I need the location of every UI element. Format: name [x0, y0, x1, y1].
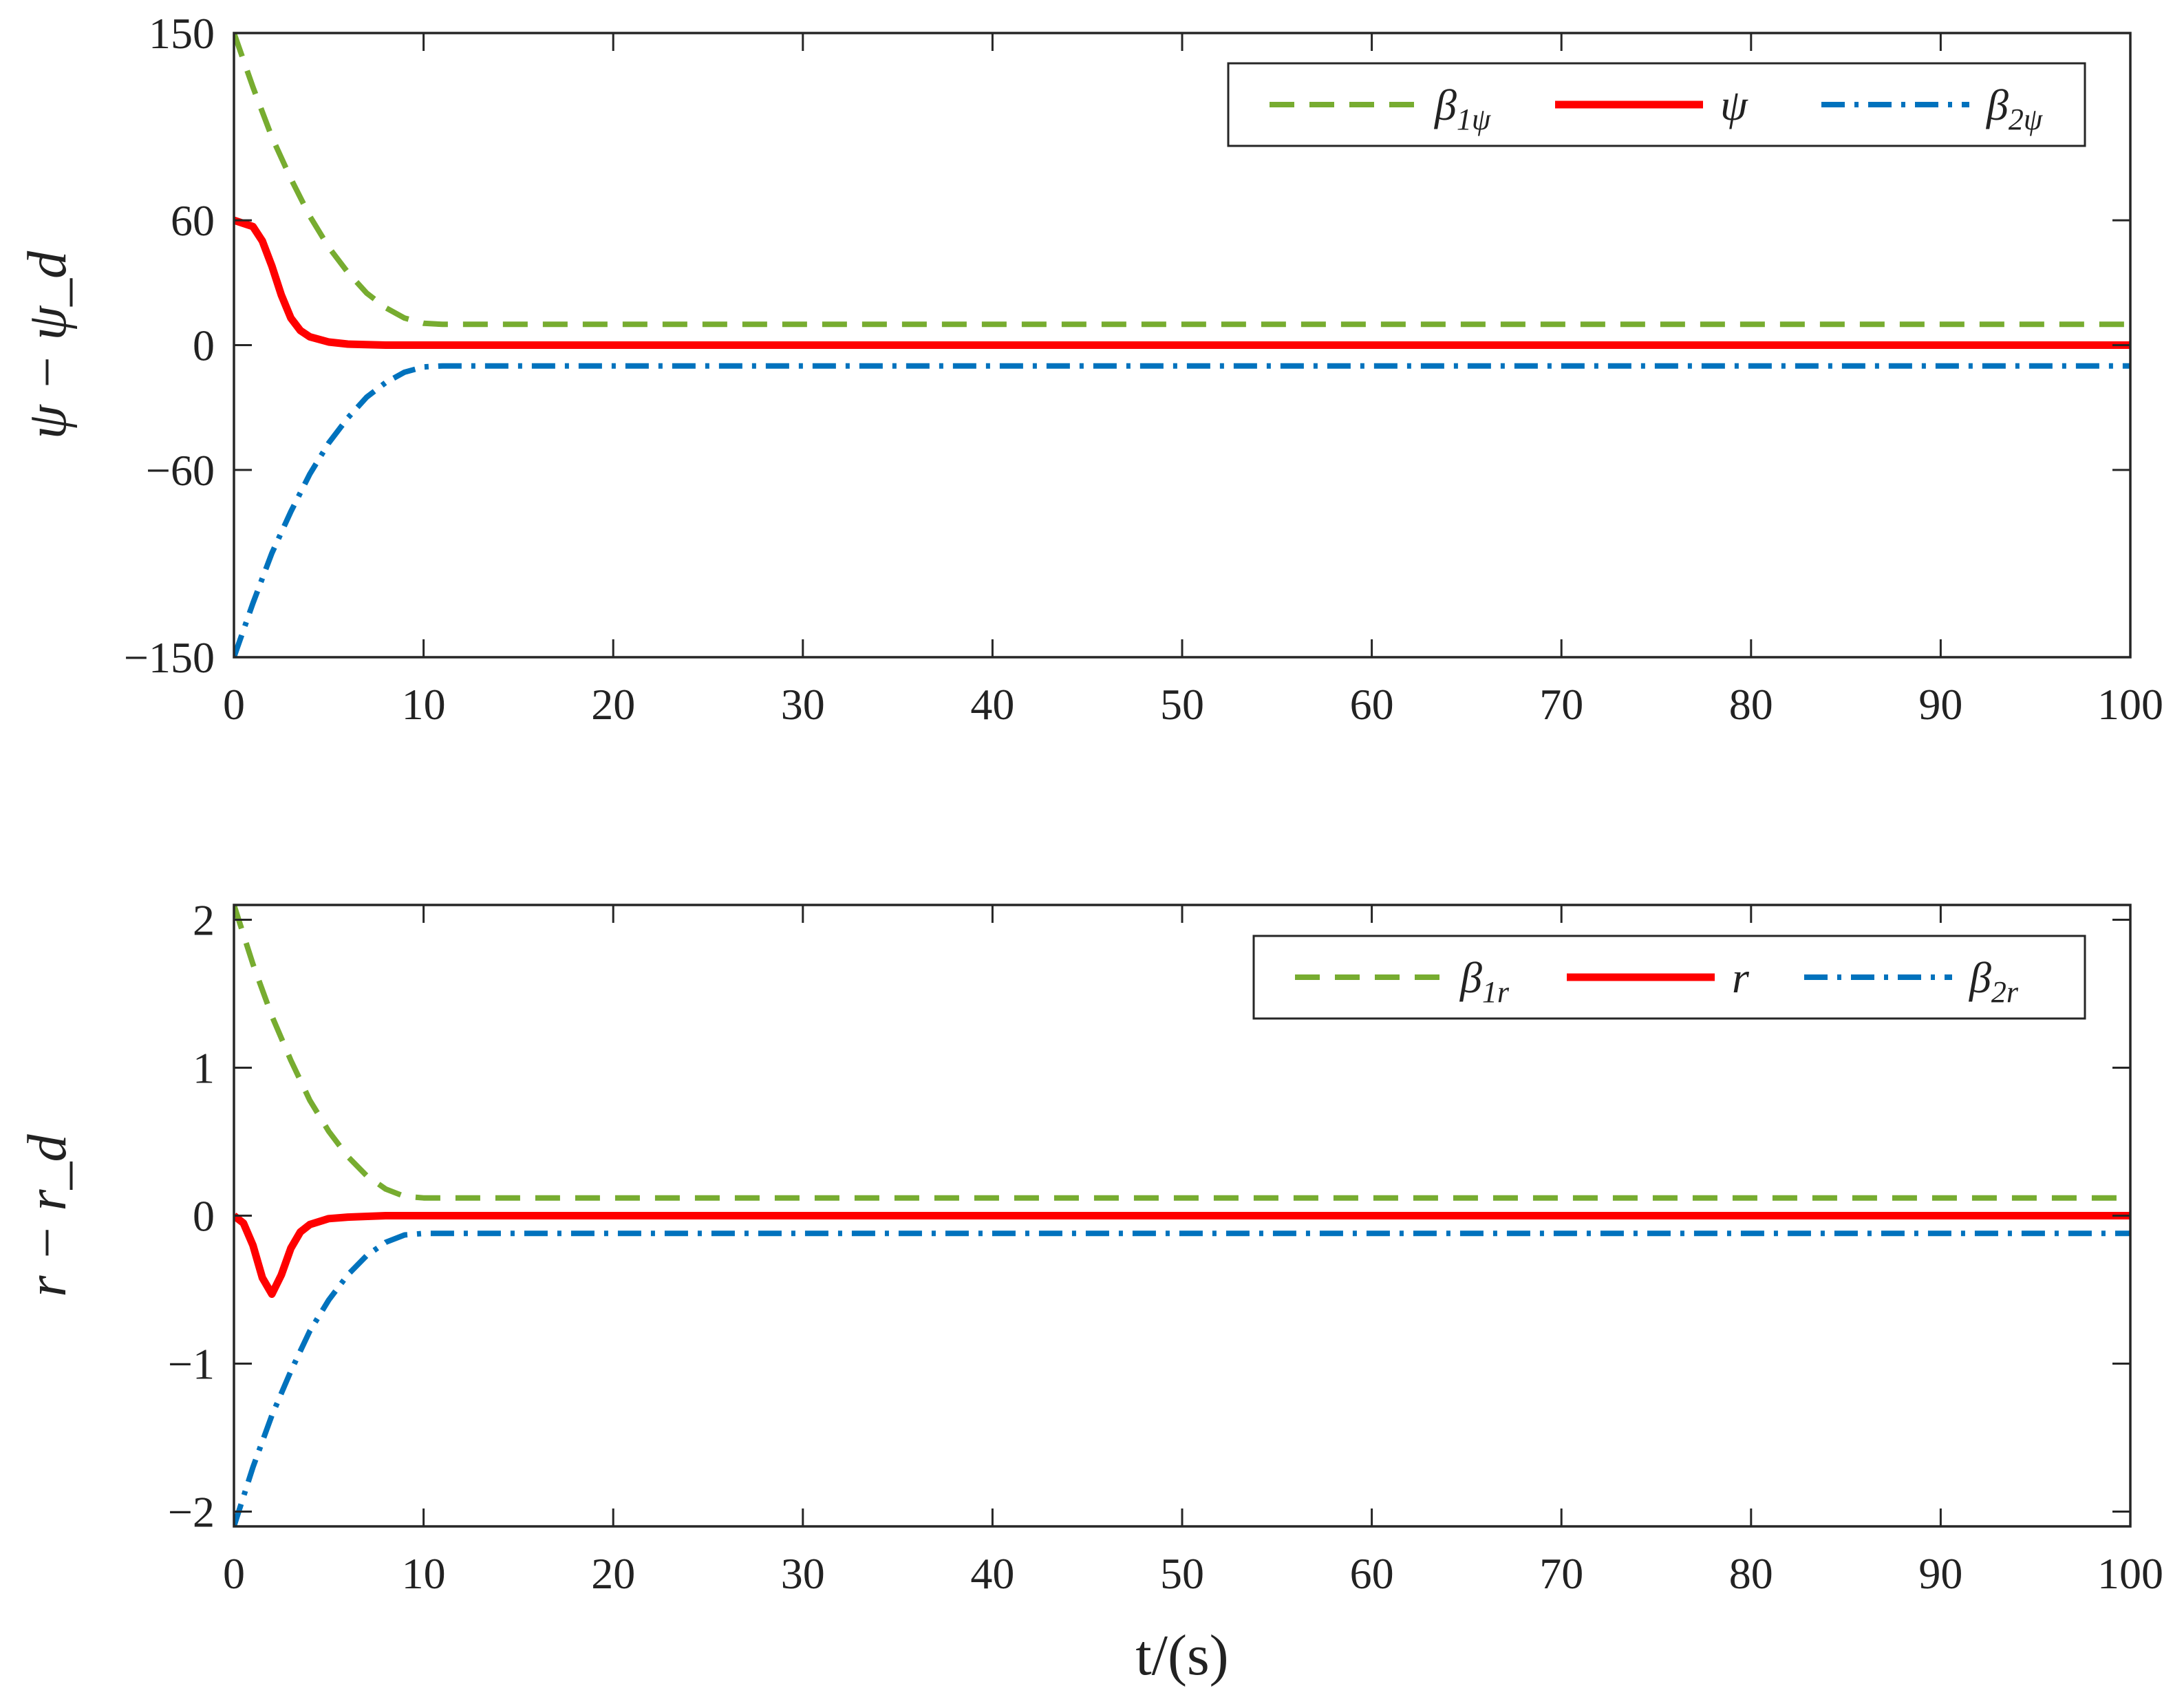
series-line-β2r: [234, 1230, 2130, 1526]
x-tick-label: 10: [402, 680, 446, 729]
y-tick-label: 1: [193, 1044, 215, 1093]
x-tick-label: 60: [1350, 1549, 1394, 1598]
legend-label-β2r: β2r: [1968, 953, 2019, 1009]
x-tick-label: 90: [1918, 680, 1962, 729]
x-tick-label: 100: [2097, 680, 2163, 729]
x-tick-label: 80: [1729, 1549, 1773, 1598]
legend-label-β1ψ: β1ψ: [1433, 81, 1491, 136]
y-tick-label: −2: [168, 1488, 215, 1537]
legend: β1ψ ψ β2ψ: [1227, 62, 2086, 147]
x-tick-label: 80: [1729, 680, 1773, 729]
x-tick-label: 30: [781, 1549, 825, 1598]
x-tick-label: 40: [970, 680, 1014, 729]
x-tick-label: 60: [1350, 680, 1394, 729]
y-tick-label: 0: [193, 321, 215, 370]
y-axis-label: r − r_d: [17, 1133, 78, 1297]
series-line-β1ψ: [234, 33, 2130, 328]
panel-psi: 0 10 20 30 40 50 60 70 80 90 100 150 60 0 −60 −150 ψ − ψ…: [17, 9, 2163, 729]
legend-label-r: r: [1732, 953, 1750, 1002]
legend-label-β2ψ: β2ψ: [1985, 81, 2043, 136]
y-tick-label: 0: [193, 1192, 215, 1241]
series-line-β1r: [234, 905, 2130, 1201]
series-group: [234, 905, 2130, 1526]
x-tick-label: 0: [223, 1549, 245, 1598]
series-line-β2ψ: [234, 363, 2130, 657]
y-axis-label: ψ − ψ_d: [17, 250, 78, 439]
series-line-ψ: [234, 216, 2130, 349]
x-tick-label: 20: [591, 1549, 635, 1598]
x-tick-label: 30: [781, 680, 825, 729]
series-group: [234, 33, 2130, 657]
y-tick-label: 2: [193, 896, 215, 945]
x-tick-label: 70: [1539, 1549, 1583, 1598]
y-tick-label: −150: [124, 633, 215, 682]
y-tick-label: −1: [168, 1340, 215, 1389]
y-tick-label: −60: [146, 446, 215, 495]
x-tick-label: 40: [970, 1549, 1014, 1598]
x-tick-label: 0: [223, 680, 245, 729]
legend-label-ψ: ψ: [1720, 81, 1748, 129]
x-axis-label: t/(s): [1135, 1623, 1228, 1687]
x-tick-label: 50: [1160, 680, 1204, 729]
legend: β1r r β2r: [1252, 935, 2086, 1020]
y-tick-label: 60: [171, 196, 215, 245]
x-tick-label: 90: [1918, 1549, 1962, 1598]
legend-label-β1r: β1r: [1459, 953, 1510, 1009]
x-tick-label: 10: [402, 1549, 446, 1598]
x-tick-label: 100: [2097, 1549, 2163, 1598]
x-tick-label: 70: [1539, 680, 1583, 729]
series-line-r: [234, 1212, 2130, 1298]
x-tick-label: 20: [591, 680, 635, 729]
x-tick-label: 50: [1160, 1549, 1204, 1598]
y-tick-label: 150: [149, 9, 215, 58]
